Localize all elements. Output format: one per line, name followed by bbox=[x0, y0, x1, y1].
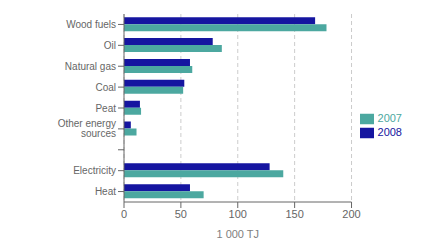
svg-text:200: 200 bbox=[342, 208, 360, 220]
svg-text:Electricity: Electricity bbox=[73, 165, 116, 176]
svg-text:100: 100 bbox=[229, 208, 247, 220]
svg-text:Other energysources: Other energysources bbox=[58, 118, 116, 139]
svg-text:50: 50 bbox=[175, 208, 187, 220]
svg-text:Peat: Peat bbox=[95, 103, 116, 114]
svg-text:1 000 TJ: 1 000 TJ bbox=[216, 228, 259, 240]
svg-text:Wood fuels: Wood fuels bbox=[66, 19, 116, 30]
svg-text:Heat: Heat bbox=[95, 186, 116, 197]
svg-text:Natural gas: Natural gas bbox=[65, 61, 116, 72]
svg-text:0: 0 bbox=[121, 208, 127, 220]
svg-text:Oil: Oil bbox=[104, 40, 116, 51]
svg-text:150: 150 bbox=[285, 208, 303, 220]
html-text:2007: 2007 bbox=[377, 111, 402, 124]
html-text:2008: 2008 bbox=[377, 126, 402, 138]
svg-text:Coal: Coal bbox=[95, 82, 116, 93]
